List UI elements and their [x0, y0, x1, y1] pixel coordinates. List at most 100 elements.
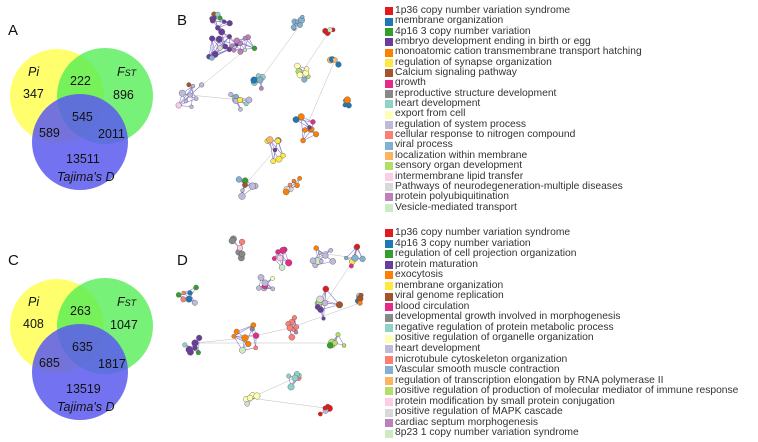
legend-item: cardiac septum morphogenesis [385, 417, 738, 429]
legend-swatch [385, 429, 393, 438]
network-node [233, 93, 239, 100]
network-edge [236, 324, 254, 332]
legend-item: export from cell [385, 109, 642, 119]
network-node [272, 147, 278, 153]
network-node [238, 250, 246, 258]
legend-label: regulation of cell projection organizati… [395, 248, 577, 260]
network-node [286, 373, 292, 379]
legend-swatch [385, 193, 393, 202]
legend-item: Vesicle-mediated transport [385, 202, 642, 213]
network-node [313, 131, 320, 138]
legend-swatch [385, 120, 393, 129]
network-node [275, 249, 281, 255]
network-edge [189, 94, 241, 101]
network-node [185, 346, 193, 354]
legend-top: 1p36 copy number variation syndrome membr… [385, 5, 642, 213]
legend-item: membrane organization [385, 280, 738, 292]
legend-item: heart development [385, 98, 642, 110]
count-pi-fst: 222 [70, 74, 91, 88]
legend-item: regulation of system process [385, 119, 642, 130]
legend-label: viral genome replication [395, 290, 504, 302]
legend-swatch [385, 313, 393, 322]
legend-label: embryo development ending in birth or eg… [395, 36, 591, 48]
network-node [344, 255, 349, 260]
network-node [358, 292, 364, 298]
network-node [240, 188, 245, 193]
legend-label: negative regulation of protein metabolic… [395, 321, 614, 333]
legend-item: protein modification by small protein co… [385, 395, 738, 408]
network-node [178, 89, 186, 97]
network-edge [304, 59, 336, 131]
legend-swatch [385, 17, 393, 26]
legend-label: regulation of transcription elongation b… [395, 374, 664, 386]
legend-swatch [385, 7, 393, 16]
legend-item: sensory organ development [385, 160, 642, 171]
legend-item: heart development [385, 343, 738, 355]
network-node [322, 252, 329, 259]
count-fst-only: 1047 [110, 318, 138, 332]
network-node [317, 250, 323, 256]
legend-swatch [385, 151, 393, 160]
network-node [229, 44, 234, 49]
count-fst-tajima: 1817 [98, 357, 126, 371]
legend-swatch [385, 334, 393, 343]
network-node [253, 392, 261, 400]
legend-item: protein maturation [385, 259, 738, 271]
network-node [300, 14, 305, 19]
network-edge [178, 85, 194, 106]
network-node [228, 237, 236, 245]
network-edge [269, 139, 274, 162]
count-all: 635 [72, 340, 93, 354]
network-node [252, 332, 260, 339]
network-node [222, 43, 229, 50]
legend-swatch [385, 250, 393, 259]
legend-item: 4p16 3 copy number variation [385, 238, 738, 250]
network-node [235, 176, 243, 183]
legend-item: negative regulation of protein metabolic… [385, 321, 738, 334]
legend-swatch [385, 162, 393, 171]
legend-swatch [385, 79, 393, 88]
legend-item: Pathways of neurodegeneration-multiple d… [385, 181, 642, 192]
network-node [287, 383, 295, 391]
network-node [228, 91, 234, 98]
network-node [291, 178, 296, 184]
legend-swatch [385, 408, 393, 417]
network-edge [300, 116, 304, 141]
network-node [226, 34, 232, 40]
legend-swatch [385, 324, 393, 333]
network-node [270, 276, 275, 281]
venn-diagram-top: Pi FST 347 222 896 545 589 2011 13511 Ta… [10, 48, 153, 190]
network-node [245, 96, 253, 104]
legend-item: positive regulation of production of mol… [385, 386, 738, 397]
network-node [321, 316, 326, 321]
legend-item: microtubule cytoskeleton organization [385, 354, 738, 366]
legend-swatch [385, 48, 393, 57]
network-node [215, 25, 221, 31]
legend-label: protein modification by small protein co… [395, 395, 615, 407]
network-node [238, 192, 246, 200]
legend-label: reproductive structure development [395, 87, 557, 99]
count-fst-tajima: 2011 [98, 127, 125, 141]
network-node [301, 76, 308, 83]
network-node [275, 155, 283, 163]
legend-label: regulation of synapse organization [395, 56, 552, 68]
legend-swatch [385, 58, 393, 67]
legend-swatch [385, 345, 393, 354]
network-edge [259, 24, 301, 81]
network-node [297, 176, 303, 181]
legend-label: heart development [395, 98, 481, 110]
legend-label: localization within membrane [395, 149, 528, 161]
label-tajima: Tajima's D [57, 170, 115, 184]
panel-label-a: A [8, 22, 19, 39]
count-pi-only: 347 [23, 87, 44, 101]
network-node [357, 300, 363, 306]
network-node [359, 255, 366, 262]
network-node [187, 92, 193, 98]
network-node [238, 107, 243, 112]
network-edge [289, 302, 361, 329]
legend-swatch [385, 110, 393, 119]
legend-swatch [385, 355, 393, 364]
legend-item: blood circulation [385, 301, 738, 313]
network-node [217, 45, 223, 51]
label-pi: Pi [28, 295, 40, 309]
